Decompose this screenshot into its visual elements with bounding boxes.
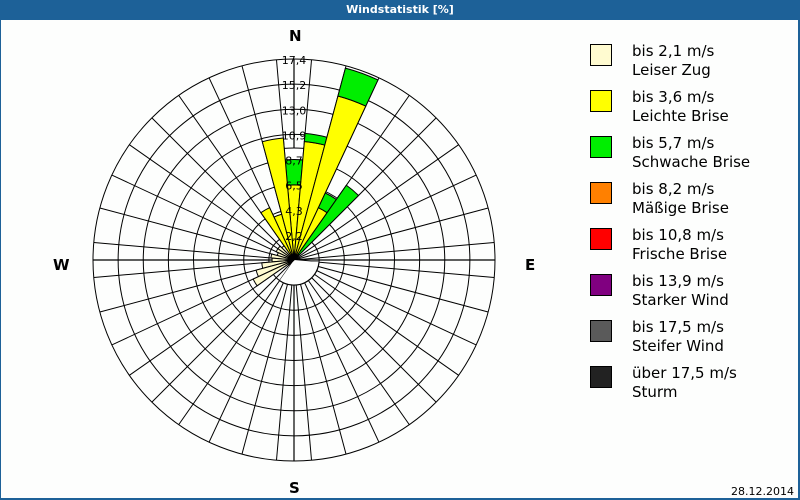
grid-spoke xyxy=(93,259,295,279)
grid-spoke xyxy=(293,207,489,261)
legend-name: Sturm xyxy=(632,383,678,401)
chart-panel xyxy=(1,20,798,498)
legend-swatch xyxy=(590,274,612,296)
legend-swatch xyxy=(590,182,612,204)
legend-range: über 17,5 m/s xyxy=(632,364,737,382)
grid-spoke xyxy=(93,241,295,261)
legend-swatch xyxy=(590,44,612,66)
grid-spoke xyxy=(151,117,295,261)
wind-sector-bar xyxy=(270,253,295,261)
legend-swatch xyxy=(590,320,612,342)
radial-tick-label: 8,7 xyxy=(285,155,303,168)
compass-north-label: N xyxy=(289,27,302,45)
wind-sector-bar xyxy=(297,184,360,256)
grid-spoke xyxy=(275,259,295,461)
calm-area xyxy=(279,260,319,285)
legend-name: Mäßige Brise xyxy=(632,199,729,217)
wind-sector-bar xyxy=(275,248,295,261)
grid-spoke xyxy=(151,259,295,403)
legend-swatch xyxy=(590,228,612,250)
legend-range: bis 13,9 m/s xyxy=(632,272,724,290)
date-label: 28.12.2014 xyxy=(731,485,794,498)
legend-name: Starker Wind xyxy=(632,291,729,309)
radial-tick-label: 6,5 xyxy=(285,180,303,193)
compass-south-label: S xyxy=(289,479,300,497)
grid-spoke xyxy=(293,259,495,279)
grid-spoke xyxy=(178,259,295,425)
grid-spoke xyxy=(293,259,410,425)
legend-range: bis 3,6 m/s xyxy=(632,88,715,106)
legend-range: bis 10,8 m/s xyxy=(632,226,724,244)
legend-swatch xyxy=(590,90,612,112)
legend-range: bis 8,2 m/s xyxy=(632,180,715,198)
grid-spoke xyxy=(293,259,380,443)
legend-swatch xyxy=(590,136,612,158)
compass-east-label: E xyxy=(525,256,536,274)
legend-range: bis 17,5 m/s xyxy=(632,318,724,336)
radial-tick-label: 13,0 xyxy=(282,104,307,117)
radial-tick-label: 17,4 xyxy=(282,54,307,67)
grid-spoke xyxy=(99,207,295,261)
wind-sector-bar xyxy=(261,137,295,261)
legend-name: Frische Brise xyxy=(632,245,728,263)
legend-range: bis 5,7 m/s xyxy=(632,134,715,152)
legend-name: Steifer Wind xyxy=(632,337,724,355)
grid-spoke xyxy=(293,259,347,455)
grid-spoke xyxy=(293,174,477,261)
legend-swatch xyxy=(590,366,612,388)
grid-spoke xyxy=(129,144,295,261)
wind-sector-bar xyxy=(252,259,295,287)
grid-spoke xyxy=(111,174,295,261)
calm-arc xyxy=(279,262,320,286)
radial-tick-label: 15,2 xyxy=(282,79,307,92)
radial-tick-label: 10,9 xyxy=(282,129,307,142)
grid-spoke xyxy=(208,259,295,443)
wind-sector-bar xyxy=(260,206,295,261)
radial-tick-label: 2,2 xyxy=(285,230,303,243)
compass-west-label: W xyxy=(53,256,70,274)
legend-name: Schwache Brise xyxy=(632,153,751,171)
wind-sector-bar xyxy=(337,67,379,107)
grid-spoke xyxy=(293,259,489,313)
legend-name: Leiser Zug xyxy=(632,61,711,79)
window-title: Windstatistik [%] xyxy=(0,0,800,20)
grid-spoke xyxy=(293,241,495,261)
grid-spoke xyxy=(293,259,313,461)
radial-tick-label: 4,3 xyxy=(285,205,303,218)
grid-spoke xyxy=(293,259,437,403)
grid-spoke xyxy=(293,259,477,346)
grid-spoke xyxy=(293,259,459,376)
legend-name: Leichte Brise xyxy=(632,107,729,125)
grid-spoke xyxy=(241,259,295,455)
legend-range: bis 2,1 m/s xyxy=(632,42,715,60)
grid-spoke xyxy=(293,144,459,261)
wind-sector-bar xyxy=(287,259,295,266)
